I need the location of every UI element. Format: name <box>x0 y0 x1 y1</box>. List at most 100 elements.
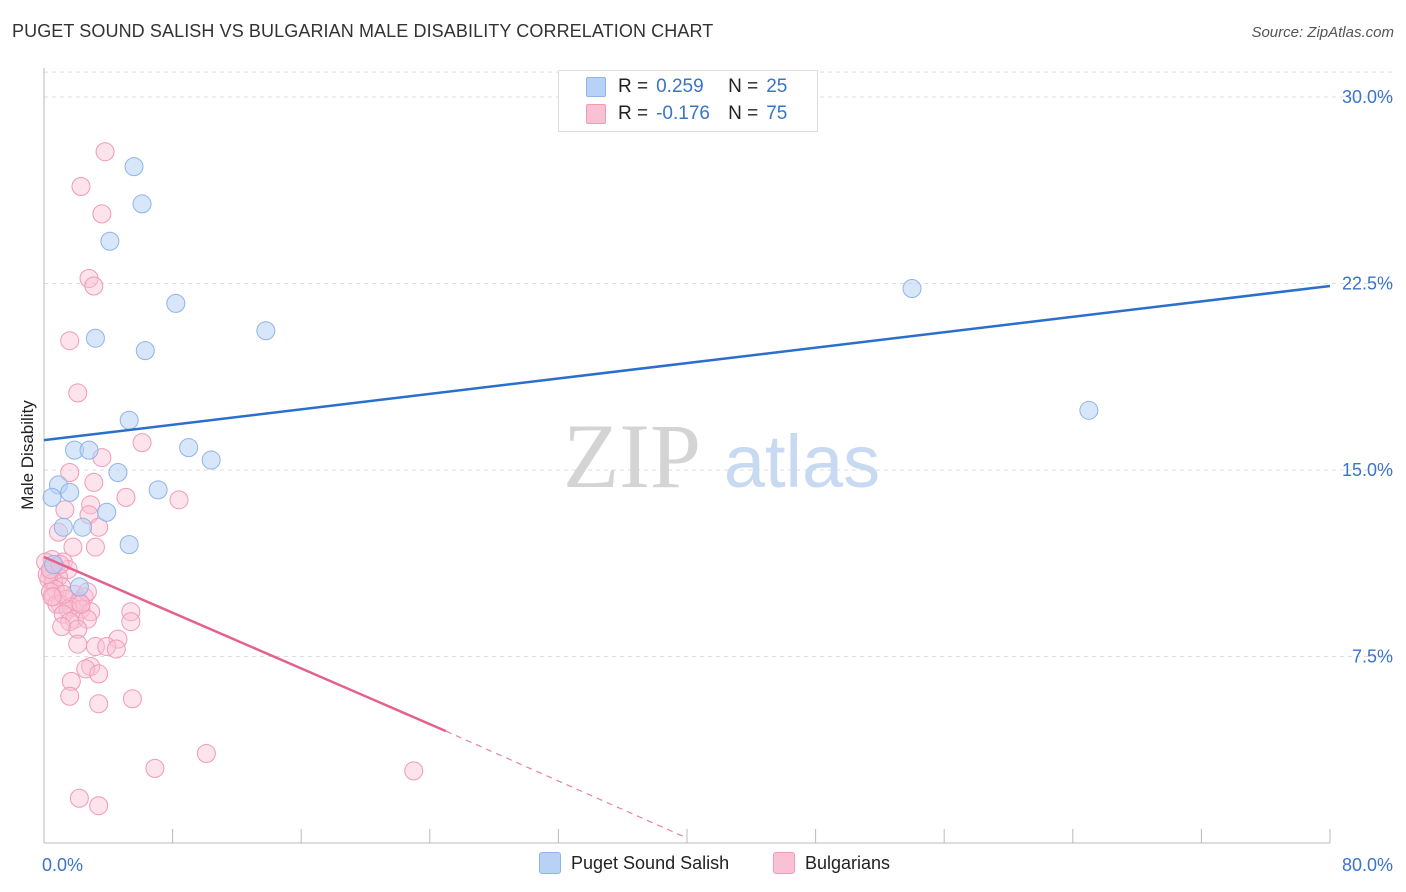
legend-r-value: -0.176 <box>656 103 710 124</box>
bulgarians-point <box>108 629 128 649</box>
watermark: ZIP atlas <box>563 405 880 507</box>
bulgarians-point <box>121 602 141 622</box>
bulgarians-point <box>89 694 109 714</box>
bulgarians-point <box>61 671 81 691</box>
puget-sound-salish-point <box>85 328 105 348</box>
legend-n-label: N = <box>728 76 759 97</box>
bulgarians-point <box>60 462 80 482</box>
chart-title: PUGET SOUND SALISH VS BULGARIAN MALE DIS… <box>12 21 714 41</box>
gridlines <box>44 71 1392 657</box>
source-label: Source: ZipAtlas.com <box>1251 24 1394 41</box>
bulgarians-point <box>85 637 105 657</box>
bulgarians-point <box>76 659 96 679</box>
bulgarians-point <box>60 331 80 351</box>
legend-swatch-blue <box>539 852 561 874</box>
y-tick-label: 22.5% <box>1342 274 1393 294</box>
trend-lines <box>43 284 1331 839</box>
puget-sound-salish-point <box>69 577 89 597</box>
tick-labels: 7.5% 15.0% 22.5% 30.0% 0.0% 80.0% <box>42 87 1393 875</box>
bulgarians-trend-extension <box>445 730 688 839</box>
puget-sound-salish-point <box>42 487 62 507</box>
bulgarians-point <box>89 664 109 684</box>
bulgarians-point <box>42 587 62 607</box>
x-tick-label: 80.0% <box>1342 855 1393 875</box>
bulgarians-point <box>169 490 189 510</box>
bulgarians-point <box>68 619 88 639</box>
bulgarians-point <box>89 796 109 816</box>
legend-r-label: R = <box>618 76 649 97</box>
legend-row-puget: R = 0.259 N = 25 <box>586 74 787 100</box>
bulgarians-point <box>52 617 72 637</box>
legend-swatch-pink <box>773 852 795 874</box>
bulgarians-point <box>81 656 101 676</box>
bulgarians-point <box>63 537 83 557</box>
bulgarians-point <box>85 537 105 557</box>
puget-sound-salish-point <box>119 410 139 430</box>
puget-sound-salish-trend-line <box>43 284 1331 442</box>
bulgarians-point <box>121 612 141 632</box>
legend-r-value: 0.259 <box>656 76 704 97</box>
bulgarians-point <box>196 743 216 763</box>
bulgarians-point <box>81 495 101 515</box>
legend-item-label: Bulgarians <box>805 852 891 873</box>
y-tick-label: 15.0% <box>1342 460 1393 480</box>
legend-n-label: N = <box>728 103 759 124</box>
bulgarians-point <box>68 634 88 654</box>
y-tick-label: 30.0% <box>1342 87 1393 107</box>
bulgarians-point <box>132 433 152 453</box>
puget-sound-salish-point <box>256 321 276 341</box>
puget-sound-salish-points <box>42 157 1099 597</box>
bulgarians-point <box>71 594 91 614</box>
bulgarians-point <box>92 204 112 224</box>
bulgarians-point <box>404 761 424 781</box>
bulgarians-trend-line <box>43 555 447 733</box>
bulgarians-point <box>60 686 80 706</box>
puget-sound-salish-point <box>53 517 73 537</box>
bulgarians-point <box>69 788 89 808</box>
legend-item-puget-sound-salish[interactable]: Puget Sound Salish <box>539 852 729 874</box>
puget-sound-salish-point <box>119 535 139 555</box>
bulgarians-point <box>145 758 165 778</box>
puget-sound-salish-point <box>73 517 93 537</box>
puget-sound-salish-point <box>1079 400 1099 420</box>
axes <box>43 68 1331 844</box>
bulgarians-point <box>95 142 115 162</box>
watermark-zip: ZIP <box>563 405 701 507</box>
puget-sound-salish-point <box>135 341 155 361</box>
legend-swatch-blue <box>586 77 606 97</box>
legend-r-label: R = <box>618 103 649 124</box>
legend-swatch-pink <box>586 104 606 124</box>
puget-sound-salish-point <box>132 194 152 214</box>
puget-sound-salish-point <box>166 293 186 313</box>
bulgarians-point <box>122 689 142 709</box>
puget-sound-salish-point <box>100 231 120 251</box>
bulgarians-point <box>84 472 104 492</box>
x-tick-label: 0.0% <box>42 855 83 875</box>
puget-sound-salish-point <box>79 440 99 460</box>
puget-sound-salish-point <box>201 450 221 470</box>
puget-sound-salish-point <box>124 157 144 177</box>
puget-sound-salish-point <box>97 502 117 522</box>
bulgarians-points <box>36 142 424 816</box>
puget-sound-salish-point <box>108 462 128 482</box>
legend-item-bulgarians[interactable]: Bulgarians <box>773 852 890 874</box>
puget-sound-salish-point <box>148 480 168 500</box>
bulgarians-point <box>53 584 73 604</box>
bulgarians-point <box>116 487 136 507</box>
legend-item-label: Puget Sound Salish <box>571 852 730 873</box>
series-legend: Puget Sound Salish Bulgarians <box>0 852 1406 878</box>
legend-row-bulgarians: R = -0.176 N = 75 <box>586 101 787 127</box>
bulgarians-point <box>84 276 104 296</box>
puget-sound-salish-point <box>60 482 80 502</box>
watermark-atlas: atlas <box>724 420 880 503</box>
puget-sound-salish-point <box>902 278 922 298</box>
legend-n-value: 75 <box>766 103 788 124</box>
puget-sound-salish-point <box>179 438 199 458</box>
bulgarians-point <box>68 383 88 403</box>
bulgarians-point <box>106 639 126 659</box>
bulgarians-point <box>71 177 91 197</box>
legend-n-value: 25 <box>766 76 788 97</box>
bulgarians-point <box>53 604 73 624</box>
correlation-legend: R = 0.259 N = 25 R = -0.176 N = 75 <box>558 70 818 132</box>
